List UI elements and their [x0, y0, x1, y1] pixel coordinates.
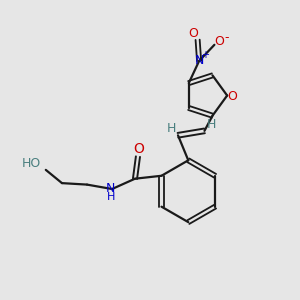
Text: H: H	[206, 118, 216, 131]
Text: N: N	[106, 182, 115, 195]
Text: H: H	[106, 192, 115, 202]
Text: N: N	[194, 55, 204, 68]
Text: O: O	[227, 91, 237, 103]
Text: O: O	[188, 27, 198, 40]
Text: +: +	[201, 50, 209, 59]
Text: -: -	[224, 31, 229, 44]
Text: HO: HO	[22, 157, 41, 170]
Text: H: H	[167, 122, 176, 135]
Text: O: O	[214, 35, 224, 48]
Text: O: O	[133, 142, 144, 156]
